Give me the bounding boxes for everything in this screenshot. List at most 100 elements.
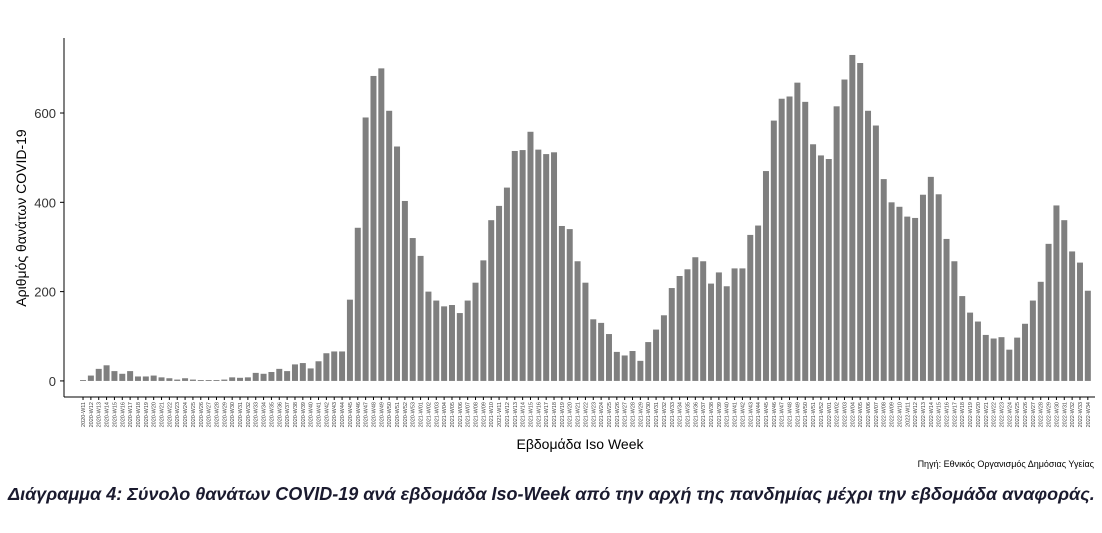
x-tick-label: 2021-W33: [670, 402, 676, 427]
x-tick-label: 2021-W18: [552, 402, 558, 427]
x-tick-label: 2021-W02: [426, 402, 432, 427]
bar: [715, 272, 722, 381]
x-tick-label: 2020-W28: [214, 402, 220, 427]
x-tick-label: 2022-W12: [913, 402, 919, 427]
x-tick-label: 2021-W52: [819, 402, 825, 427]
x-tick-label: 2020-W44: [340, 402, 346, 427]
bar: [904, 216, 911, 381]
x-tick-label: 2021-W28: [631, 402, 637, 427]
x-tick-label: 2020-W47: [364, 402, 370, 427]
x-tick-label: 2022-W04: [850, 402, 856, 427]
x-tick-label: 2020-W53: [411, 402, 417, 427]
x-tick-label: 2022-W23: [999, 402, 1005, 427]
x-tick-label: 2022-W09: [890, 402, 896, 427]
x-tick-label: 2022-W30: [1054, 402, 1060, 427]
x-tick-label: 2020-W22: [167, 402, 173, 427]
bar: [87, 375, 94, 381]
x-tick-label: 2022-W18: [960, 402, 966, 427]
bar: [80, 380, 87, 381]
bar: [692, 257, 699, 381]
bar: [346, 299, 353, 381]
source: Πηγή: Εθνικός Οργανισμός Δημόσιας Υγείας: [918, 459, 1095, 469]
bar: [543, 154, 550, 381]
x-tick-label: 2021-W15: [528, 402, 534, 427]
bar: [237, 377, 244, 381]
bar: [747, 234, 754, 381]
bar: [1061, 220, 1068, 381]
x-tick-label: 2021-W27: [623, 402, 629, 427]
x-tick-label: 2021-W35: [685, 402, 691, 427]
bar: [127, 371, 134, 381]
x-tick-label: 2022-W21: [984, 402, 990, 427]
bar: [810, 144, 817, 381]
x-tick-label: 2020-W19: [144, 402, 150, 427]
bar: [158, 377, 165, 381]
bar: [786, 96, 793, 381]
x-tick-label: 2021-W50: [803, 402, 809, 427]
x-tick-label: 2021-W20: [568, 402, 574, 427]
x-tick-label: 2021-W46: [772, 402, 778, 427]
bar: [982, 334, 989, 381]
x-tick-label: 2022-W03: [842, 402, 848, 427]
x-tick-label: 2021-W08: [474, 402, 480, 427]
bar: [535, 149, 542, 381]
bar: [299, 363, 306, 381]
bar: [488, 220, 495, 381]
x-tick-label: 2022-W16: [945, 402, 951, 427]
x-tick-label: 2022-W34: [1086, 402, 1092, 427]
x-tick-label: 2022-W32: [1070, 402, 1076, 427]
bar: [802, 101, 809, 381]
y-tick-label: 200: [34, 285, 56, 300]
bar: [880, 179, 887, 381]
x-tick-label: 2022-W17: [952, 402, 958, 427]
x-tick-label: 2020-W29: [222, 402, 228, 427]
x-tick-label: 2022-W29: [1047, 402, 1053, 427]
x-tick-label: 2022-W10: [897, 402, 903, 427]
x-tick-label: 2020-W17: [128, 402, 134, 427]
y-tick-label: 600: [34, 106, 56, 121]
x-tick-label: 2021-W41: [733, 402, 739, 427]
bar: [1037, 281, 1044, 381]
x-tick-label: 2020-W11: [81, 402, 87, 427]
x-tick-label: 2020-W51: [395, 402, 401, 427]
x-tick-label: 2021-W03: [434, 402, 440, 427]
bar: [425, 291, 432, 381]
bar: [276, 368, 283, 381]
bar: [1029, 300, 1036, 381]
x-tick-label: 2020-W30: [230, 402, 236, 427]
bar: [150, 375, 157, 381]
bar: [794, 82, 801, 381]
bar: [637, 360, 644, 381]
bar: [354, 227, 361, 381]
x-tick-label: 2021-W48: [788, 402, 794, 427]
x-tick-label: 2020-W31: [238, 402, 244, 427]
x-tick-label: 2022-W22: [992, 402, 998, 427]
bar: [182, 378, 189, 381]
bar: [629, 351, 636, 381]
bar: [660, 315, 667, 381]
x-tick-label: 2020-W21: [160, 402, 166, 427]
x-tick-label: 2021-W12: [505, 402, 511, 427]
bar: [1014, 337, 1021, 381]
bar: [95, 368, 102, 381]
x-tick-label: 2021-W29: [638, 402, 644, 427]
bar: [386, 110, 393, 381]
x-tick-label: 2021-W10: [489, 402, 495, 427]
bar: [174, 379, 181, 381]
y-tick-label: 400: [34, 195, 56, 210]
bar: [676, 275, 683, 381]
x-tick-label: 2021-W13: [513, 402, 519, 427]
x-tick-label: 2020-W14: [105, 402, 111, 427]
x-tick-label: 2021-W36: [693, 402, 699, 427]
x-tick-label: 2020-W48: [371, 402, 377, 427]
bar: [825, 159, 832, 381]
bar: [433, 300, 440, 381]
bar: [841, 79, 848, 381]
bar: [770, 120, 777, 381]
bar: [708, 283, 715, 381]
x-tick-label: 2020-W43: [332, 402, 338, 427]
x-tick-label: 2021-W11: [497, 402, 503, 427]
bar: [857, 63, 864, 381]
x-tick-label: 2021-W06: [458, 402, 464, 427]
bar: [268, 371, 275, 381]
